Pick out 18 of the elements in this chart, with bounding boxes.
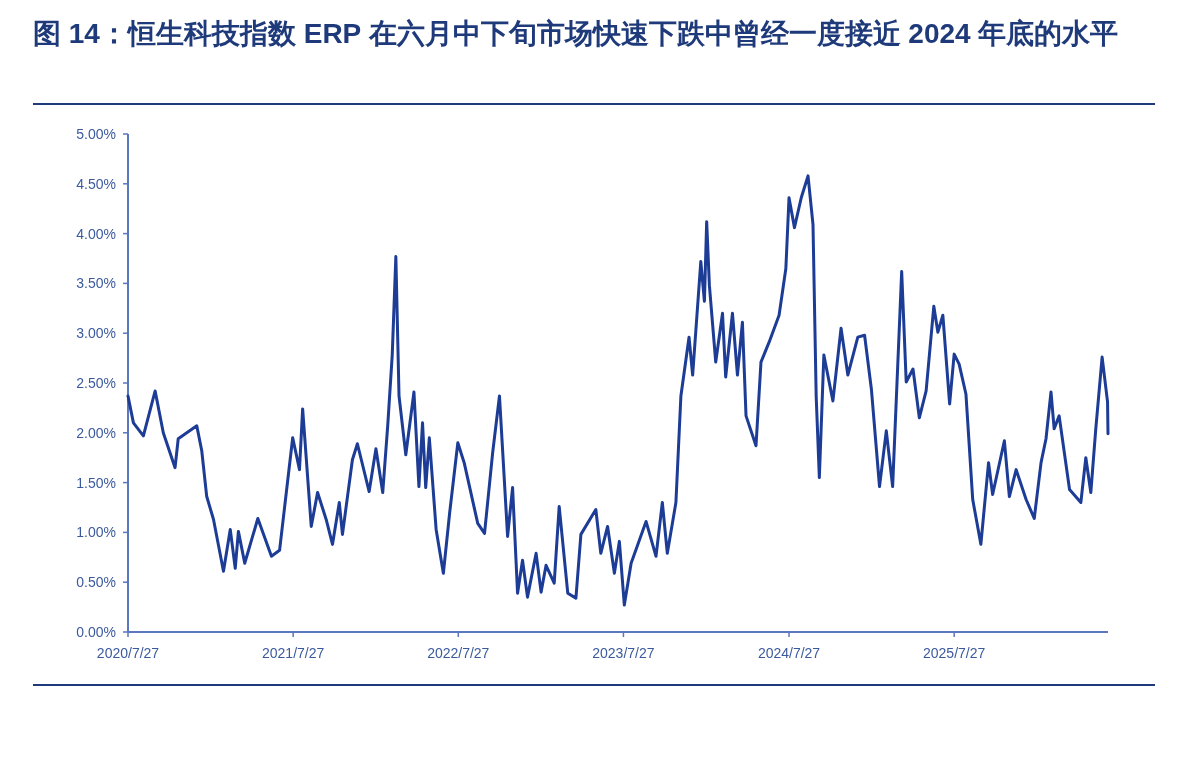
y-tick-label: 5.00% (76, 126, 116, 142)
x-tick-label: 2022/7/27 (427, 645, 490, 661)
x-tick-label: 2021/7/27 (261, 645, 325, 661)
y-tick-label: 3.00% (76, 325, 116, 342)
y-tick-label: 2.00% (76, 424, 116, 441)
x-tick-label: 2025/7/27 (923, 645, 986, 661)
y-tick-label: 4.00% (76, 225, 116, 242)
x-tick-label: 2023/7/27 (592, 645, 655, 661)
y-tick-label: 1.00% (76, 524, 116, 541)
x-tick-label: 2020/7/27 (96, 645, 160, 661)
y-tick-label: 3.50% (76, 275, 116, 292)
x-tick-label: 2024/7/27 (757, 645, 821, 661)
y-tick-label: 1.50% (76, 474, 116, 491)
y-tick-label: 2.50% (76, 375, 116, 391)
y-tick-label: 0.50% (76, 574, 116, 591)
chart-title: 图 14：恒生科技指数 ERP 在六月中下旬市场快速下跌中曾经一度接近 2024 年底的水平 (33, 17, 1120, 51)
y-tick-label: 4.50% (76, 175, 116, 192)
y-tick-label: 0.00% (76, 624, 116, 640)
